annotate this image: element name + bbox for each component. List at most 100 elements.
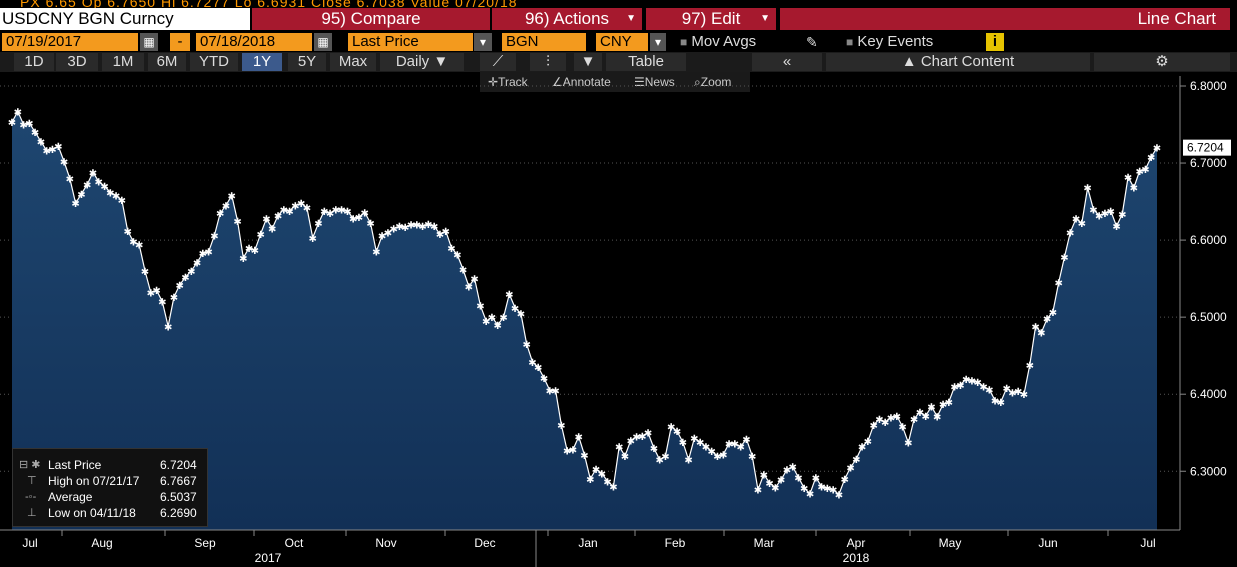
data-point: ✱ xyxy=(725,440,733,451)
x-tick-label: Mar xyxy=(754,536,775,550)
period-1d-button[interactable]: 1D xyxy=(14,53,54,71)
gear-icon[interactable]: ⚙ xyxy=(1094,53,1230,71)
data-point: ✱ xyxy=(852,455,860,466)
data-point: ✱ xyxy=(950,382,958,393)
x-tick-label: May xyxy=(939,536,962,550)
period-daily-button[interactable]: Daily ▼ xyxy=(380,53,464,71)
calendar-icon[interactable]: ▦ xyxy=(314,33,332,51)
data-point: ✱ xyxy=(997,398,1005,409)
mov-avgs-toggle[interactable]: ■ Mov Avgs xyxy=(680,33,756,51)
annotate-tool[interactable]: ∠ Annotate xyxy=(552,72,611,92)
currency-field[interactable]: CNY xyxy=(596,33,648,51)
data-point: ✱ xyxy=(1054,278,1062,289)
dropdown-icon[interactable]: ▼ xyxy=(574,53,602,71)
dropdown-icon[interactable]: ▾ xyxy=(650,33,666,51)
data-point: ✱ xyxy=(887,413,895,424)
data-point: ✱ xyxy=(731,440,739,451)
data-point: ✱ xyxy=(522,340,530,351)
pencil-icon[interactable]: ✎ xyxy=(806,34,818,50)
data-point: ✱ xyxy=(95,178,103,189)
data-point: ✱ xyxy=(187,267,195,278)
last-price-label: 6.7204 xyxy=(1187,141,1224,155)
period-1m-button[interactable]: 1M xyxy=(102,53,144,71)
data-point: ✱ xyxy=(742,435,750,446)
data-point: ✱ xyxy=(395,222,403,233)
data-point: ✱ xyxy=(71,199,79,210)
data-point: ✱ xyxy=(540,374,548,385)
data-point: ✱ xyxy=(627,436,635,447)
data-point: ✱ xyxy=(580,451,588,462)
data-point: ✱ xyxy=(129,238,137,249)
period-6m-button[interactable]: 6M xyxy=(148,53,186,71)
data-point: ✱ xyxy=(615,443,623,454)
data-point: ✱ xyxy=(933,413,941,424)
edit-button[interactable]: 97) Edit ▼ xyxy=(646,8,776,30)
data-point: ✱ xyxy=(661,452,669,463)
data-point: ✱ xyxy=(1147,153,1155,164)
year-label: 2018 xyxy=(843,551,870,565)
legend-high: ⊤ High on 07/21/17 6.7667 xyxy=(13,473,207,489)
data-point: ✱ xyxy=(771,483,779,494)
start-date-field[interactable]: 07/19/2017 xyxy=(2,33,138,51)
collapse-icon: ⊟ ✱ xyxy=(19,459,41,471)
data-point: ✱ xyxy=(1153,144,1161,155)
data-point: ✱ xyxy=(482,317,490,328)
data-point: ✱ xyxy=(1014,387,1022,398)
period-max-button[interactable]: Max xyxy=(330,53,376,71)
chart-tools-bar: ✛ Track ∠ Annotate ☰ News ⌕ Zoom xyxy=(480,72,750,92)
dropdown-icon[interactable]: ▾ xyxy=(474,33,492,51)
data-point: ✱ xyxy=(164,322,172,333)
collapse-icon[interactable]: « xyxy=(752,53,822,71)
data-point: ✱ xyxy=(378,231,386,242)
ticker-field[interactable]: USDCNY BGN Curncy xyxy=(0,8,250,30)
data-point: ✱ xyxy=(262,215,270,226)
period-1y-button[interactable]: 1Y xyxy=(242,53,282,71)
period-ytd-button[interactable]: YTD xyxy=(190,53,238,71)
y-tick-label: 6.8000 xyxy=(1190,79,1227,93)
end-date-field[interactable]: 07/18/2018 xyxy=(196,33,312,51)
data-point: ✱ xyxy=(8,118,16,129)
data-point: ✱ xyxy=(1072,215,1080,226)
calendar-icon[interactable]: ▦ xyxy=(140,33,158,51)
data-point: ✱ xyxy=(864,437,872,448)
data-point: ✱ xyxy=(505,290,513,301)
source-field[interactable]: BGN xyxy=(502,33,586,51)
data-point: ✱ xyxy=(100,182,108,193)
line-chart-icon[interactable]: ⟋ xyxy=(480,53,516,71)
x-tick-label: Jun xyxy=(1038,536,1057,550)
info-icon[interactable]: i xyxy=(986,33,1004,51)
data-point: ✱ xyxy=(314,219,322,230)
bars-icon[interactable]: ⫶ xyxy=(530,53,566,71)
data-point: ✱ xyxy=(372,248,380,259)
chart-content-label: Chart Content xyxy=(920,53,1015,70)
caret-down-icon: ▼ xyxy=(626,13,636,24)
chart-content-button[interactable]: ▲ Chart Content xyxy=(826,53,1090,71)
key-events-toggle[interactable]: ■ Key Events xyxy=(846,33,933,51)
chart-type-button[interactable]: Line Chart xyxy=(780,8,1230,30)
data-point: ✱ xyxy=(181,273,189,284)
data-point: ✱ xyxy=(858,443,866,454)
data-point: ✱ xyxy=(118,196,126,207)
data-point: ✱ xyxy=(968,376,976,387)
field-select[interactable]: Last Price xyxy=(348,33,473,51)
data-point: ✱ xyxy=(1135,167,1143,178)
period-5y-button[interactable]: 5Y xyxy=(288,53,326,71)
data-point: ✱ xyxy=(835,490,843,501)
x-tick-label: Sep xyxy=(194,536,216,550)
actions-button[interactable]: 96) Actions ▼ xyxy=(492,8,642,30)
data-point: ✱ xyxy=(337,205,345,216)
data-point: ✱ xyxy=(673,427,681,438)
x-tick-label: Apr xyxy=(847,536,866,550)
data-point: ✱ xyxy=(794,473,802,484)
legend-average: -◦- Average 6.5037 xyxy=(13,489,207,505)
data-point: ✱ xyxy=(25,119,33,130)
period-3d-button[interactable]: 3D xyxy=(56,53,98,71)
compare-button[interactable]: 95) Compare xyxy=(252,8,490,30)
table-button[interactable]: Table xyxy=(606,53,686,71)
data-point: ✱ xyxy=(1118,210,1126,221)
chart-legend[interactable]: ⊟ ✱ Last Price 6.7204 ⊤ High on 07/21/17 6.7… xyxy=(12,448,208,527)
data-point: ✱ xyxy=(569,446,577,457)
data-point: ✱ xyxy=(603,477,611,488)
data-point: ✱ xyxy=(528,358,536,369)
